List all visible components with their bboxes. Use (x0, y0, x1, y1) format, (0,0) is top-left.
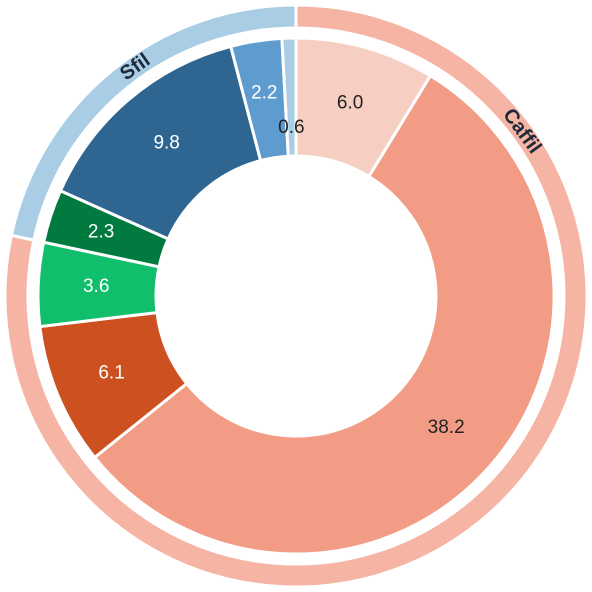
value-label: 2.3 (88, 221, 114, 242)
segment (280, 36, 298, 158)
value-label: 6.0 (337, 92, 363, 113)
group-arc (9, 3, 298, 242)
value-label: 0.6 (278, 117, 304, 138)
value-label: 9.8 (153, 132, 179, 153)
value-label: 3.6 (83, 276, 109, 297)
value-label: 38.2 (428, 417, 465, 438)
segment (92, 73, 556, 556)
segment (58, 44, 263, 241)
value-label: 2.2 (251, 82, 277, 103)
value-label: 6.1 (98, 362, 124, 383)
